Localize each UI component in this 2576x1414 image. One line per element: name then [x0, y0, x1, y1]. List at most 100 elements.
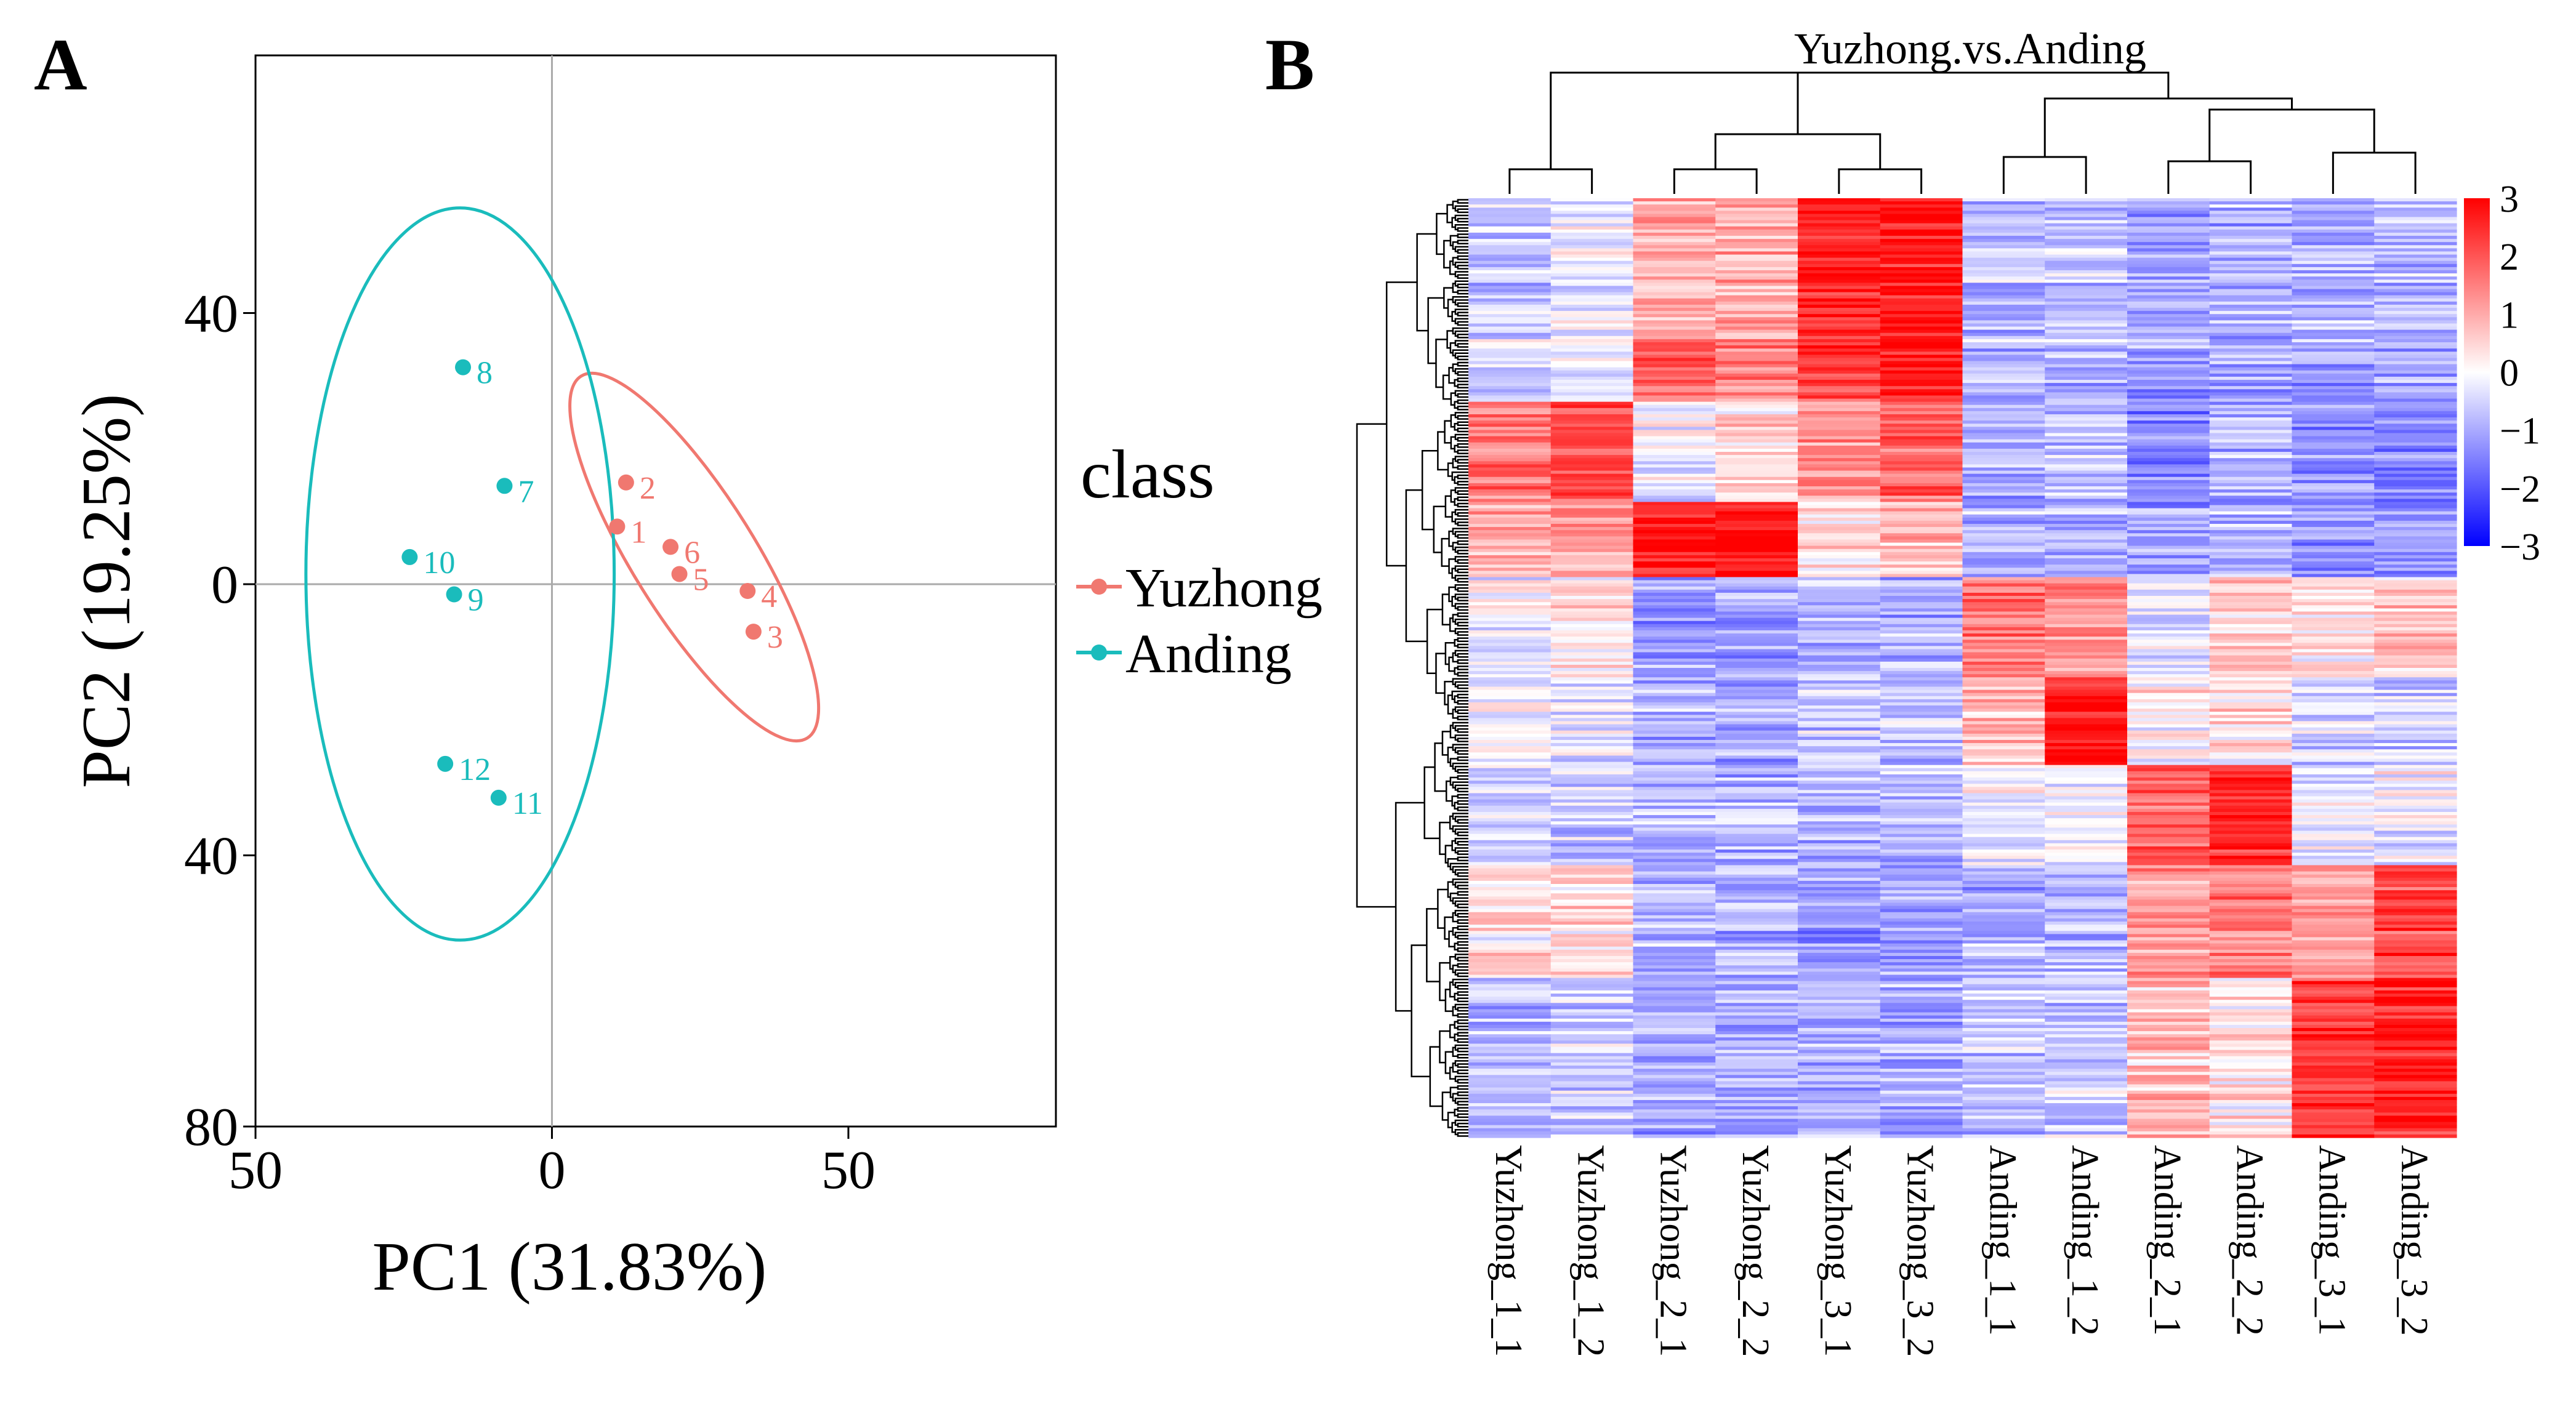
- heatmap-cell: [1715, 790, 1798, 793]
- heatmap-cell: [2374, 653, 2457, 656]
- heatmap-cell: [2374, 712, 2457, 715]
- heatmap-cell: [1715, 702, 1798, 706]
- heatmap-cell: [1963, 546, 2045, 550]
- heatmap-cell: [1715, 640, 1798, 643]
- heatmap-cell: [1963, 956, 2045, 960]
- heatmap-cell: [1798, 368, 1880, 371]
- heatmap-cell: [1715, 320, 1798, 324]
- heatmap-cell: [2374, 364, 2457, 368]
- heatmap-cell: [2374, 618, 2457, 622]
- heatmap-cell: [2374, 743, 2457, 747]
- heatmap-cell: [2045, 699, 2127, 703]
- heatmap-cell: [1798, 223, 1880, 227]
- heatmap-cell: [2210, 590, 2292, 593]
- heatmap-cell: [1963, 771, 2045, 775]
- heatmap-cell: [2292, 486, 2375, 490]
- heatmap-cell: [1468, 803, 1551, 806]
- heatmap-cell: [1633, 449, 1716, 452]
- heatmap-cell: [2292, 377, 2375, 380]
- heatmap-cell: [1551, 568, 1633, 571]
- heatmap-cell: [1633, 608, 1716, 612]
- heatmap-cell: [2292, 777, 2375, 781]
- heatmap-cell: [1715, 420, 1798, 424]
- heatmap-cell: [2127, 430, 2210, 433]
- heatmap-cell: [1963, 893, 2045, 897]
- heatmap-cell: [1963, 768, 2045, 772]
- heatmap-cell: [1551, 759, 1633, 763]
- heatmap-cell: [1633, 1072, 1716, 1075]
- heatmap-cell: [2127, 740, 2210, 744]
- heatmap-cell: [1880, 843, 1963, 847]
- heatmap-cell: [2374, 1037, 2457, 1041]
- heatmap-cell: [1551, 1053, 1633, 1057]
- heatmap-cell: [2127, 787, 2210, 790]
- heatmap-cell: [1468, 377, 1551, 380]
- heatmap-cell: [2127, 696, 2210, 700]
- heatmap-cell: [2127, 646, 2210, 649]
- heatmap-cell: [1963, 283, 2045, 286]
- heatmap-cell: [2127, 245, 2210, 249]
- heatmap-cell: [1880, 348, 1963, 352]
- heatmap-cell: [1715, 793, 1798, 797]
- heatmap-cell: [1963, 383, 2045, 387]
- heatmap-cell: [2045, 693, 2127, 697]
- heatmap-cell: [1468, 968, 1551, 972]
- heatmap-cell: [2127, 737, 2210, 741]
- heatmap-cell: [1880, 981, 1963, 985]
- heatmap-cell: [1633, 1128, 1716, 1132]
- heatmap-cell: [1468, 1135, 1551, 1138]
- heatmap-cell: [1633, 214, 1716, 217]
- heatmap-cell: [2292, 345, 2375, 349]
- heatmap-cell: [2045, 709, 2127, 712]
- heatmap-cell: [2045, 696, 2127, 700]
- heatmap-cell: [2127, 821, 2210, 825]
- heatmap-cell: [2127, 918, 2210, 922]
- heatmap-cell: [2210, 856, 2292, 859]
- heatmap-cell: [1551, 204, 1633, 208]
- heatmap-cell: [1633, 602, 1716, 606]
- heatmap-cell: [2210, 248, 2292, 252]
- heatmap-cell: [1963, 467, 2045, 471]
- heatmap-cell: [2210, 674, 2292, 678]
- heatmap-cell: [2045, 374, 2127, 377]
- heatmap-cell: [2210, 1128, 2292, 1132]
- heatmap-cell: [2210, 953, 2292, 957]
- row-dendrogram-link: [1455, 353, 1468, 358]
- heatmap-cell: [2292, 217, 2375, 221]
- heatmap-cell: [2045, 323, 2127, 327]
- heatmap-cell: [2292, 837, 2375, 841]
- heatmap-cell: [2374, 696, 2457, 700]
- heatmap-cell: [2374, 608, 2457, 612]
- heatmap-cell: [2045, 408, 2127, 412]
- heatmap-cell: [2210, 512, 2292, 515]
- heatmap-cell: [2374, 615, 2457, 619]
- heatmap-cell: [1715, 721, 1798, 725]
- heatmap-cell: [2127, 539, 2210, 543]
- heatmap-cell: [2045, 276, 2127, 280]
- heatmap-cell: [2292, 725, 2375, 728]
- heatmap-cell: [1551, 1043, 1633, 1047]
- heatmap-cell: [2045, 947, 2127, 950]
- heatmap-cell: [1551, 245, 1633, 249]
- heatmap-cell: [1963, 1094, 2045, 1098]
- heatmap-column-label: Anding_3_2: [2393, 1145, 2435, 1336]
- heatmap-cell: [1715, 1125, 1798, 1129]
- heatmap-cell: [1880, 480, 1963, 484]
- row-dendrogram-link: [1455, 262, 1468, 267]
- heatmap-cell: [1551, 777, 1633, 781]
- heatmap-cell: [1798, 1122, 1880, 1126]
- heatmap-cell: [1715, 1063, 1798, 1066]
- heatmap-cell: [2210, 818, 2292, 822]
- heatmap-cell: [2210, 1135, 2292, 1138]
- heatmap-cell: [1633, 574, 1716, 577]
- heatmap-cell: [2292, 239, 2375, 243]
- heatmap-cell: [1880, 824, 1963, 828]
- heatmap-cell: [1715, 1019, 1798, 1022]
- heatmap-cell: [1468, 893, 1551, 897]
- heatmap-cell: [1551, 831, 1633, 835]
- heatmap-cell: [1551, 909, 1633, 913]
- heatmap-cell: [1715, 446, 1798, 449]
- heatmap-cell: [1798, 323, 1880, 327]
- heatmap-cell: [2127, 872, 2210, 875]
- heatmap-cell: [1551, 956, 1633, 960]
